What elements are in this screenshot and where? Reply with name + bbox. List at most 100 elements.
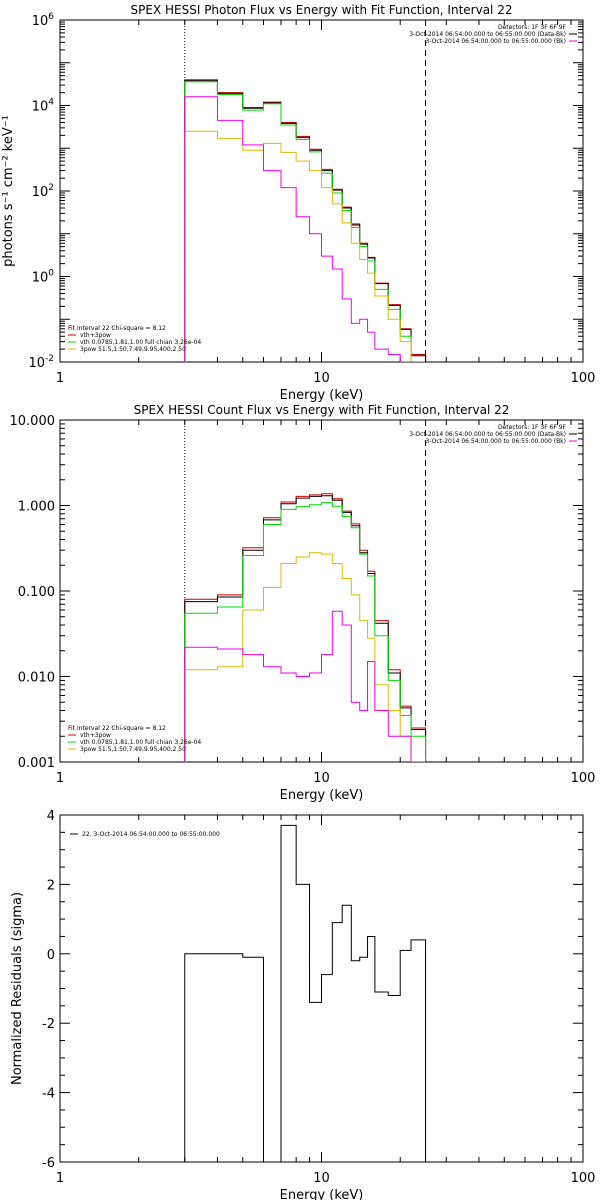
y-tick-label: 100 bbox=[32, 269, 55, 286]
series-line-total bbox=[184, 79, 427, 362]
x-tick-label: 10 bbox=[313, 1171, 330, 1186]
series-line-background bbox=[184, 610, 426, 762]
legend-label: vth 0.0785,1.81,1.00 full chian 3.26e-04 bbox=[80, 739, 201, 746]
y-axis-label: photons s⁻¹ cm⁻² keV⁻¹ bbox=[1, 115, 16, 267]
x-tick-label: 100 bbox=[571, 371, 596, 386]
y-tick-label: 102 bbox=[32, 183, 54, 200]
y-tick-label: 0.010 bbox=[18, 671, 55, 686]
info-header: Detectors: 1F 3F 6F 9F bbox=[498, 24, 567, 31]
y-ticks bbox=[60, 814, 583, 1163]
y-tick-exponent: -2 bbox=[45, 354, 54, 364]
series-line-data bbox=[184, 495, 427, 762]
legend-label: vth+3pow bbox=[80, 732, 111, 739]
info-header: Detectors: 1F 3F 6F 9F bbox=[498, 424, 567, 431]
info-label: 3-Oct-2014 06:54:00.000 to 06:55:00.000 … bbox=[426, 438, 567, 445]
series-vth bbox=[184, 81, 426, 362]
legend-label: 3pow 51.5,1.50,7.49,9.95,400,2.50 bbox=[80, 346, 186, 353]
series-vth bbox=[184, 502, 427, 762]
y-tick-base: 10 bbox=[32, 271, 49, 286]
series-data bbox=[184, 824, 427, 1162]
x-tick-label: 10 bbox=[313, 371, 330, 386]
y-tick-label: -6 bbox=[42, 1156, 55, 1171]
plot-frame bbox=[59, 19, 584, 363]
y-tick-label: 0.001 bbox=[18, 756, 55, 771]
series-line-total bbox=[184, 493, 427, 762]
info-label: 3-Oct-2014 06:54:00.000 to 06:55:00.000 … bbox=[409, 431, 566, 438]
x-tick-label: 1 bbox=[56, 1171, 64, 1186]
x-tick-label: 1 bbox=[56, 771, 64, 786]
legend-header: Fit Interval 22 Chi-square = 8.12 bbox=[68, 325, 166, 332]
y-tick-label: -4 bbox=[42, 1087, 55, 1102]
y-tick-base: 10 bbox=[28, 356, 45, 371]
info-label: 3-Oct-2014 06:54:00.000 to 06:55:00.000 … bbox=[426, 38, 567, 45]
plot-area bbox=[184, 824, 427, 1162]
y-tick-exponent: 0 bbox=[48, 269, 54, 279]
series-3pow bbox=[184, 130, 426, 362]
y-tick-label: 104 bbox=[32, 98, 55, 115]
series-line-data bbox=[184, 80, 427, 362]
legend: Fit Interval 22 Chi-square = 8.12vth+3po… bbox=[68, 725, 201, 753]
chart-panel-3: 1 10 100 -6 -4 -2 0 2 4 Energy (keV) Normalized Re… bbox=[10, 809, 596, 1203]
chart-panel-2: 1 10 100 0.001 0.010 0.100 1.000 10.000 SPEX HES… bbox=[10, 403, 596, 803]
series-line-vth bbox=[184, 502, 427, 762]
y-tick-base: 10 bbox=[32, 100, 49, 115]
y-tick-label: 10-2 bbox=[28, 354, 54, 371]
series-data bbox=[184, 495, 427, 762]
legend-label: vth+3pow bbox=[80, 332, 111, 339]
info-label: 3-Oct-2014 06:54:00.000 to 06:55:00.000 … bbox=[409, 31, 566, 38]
x-axis-label: Energy (keV) bbox=[280, 788, 364, 803]
y-tick-exponent: 2 bbox=[48, 183, 54, 193]
y-tick-label: 4 bbox=[47, 809, 55, 824]
series-background bbox=[184, 96, 426, 362]
chart-title: SPEX HESSI Count Flux vs Energy with Fit… bbox=[134, 403, 510, 417]
x-tick-label: 100 bbox=[571, 771, 596, 786]
series-line-data bbox=[184, 824, 427, 1162]
legend-label: 22. 3-Oct-2014 06:54:00.000 to 06:55:00.… bbox=[82, 831, 220, 838]
legend: Fit Interval 22 Chi-square = 8.12vth+3po… bbox=[68, 325, 201, 353]
series-line-3pow bbox=[184, 552, 426, 762]
x-ticks bbox=[59, 815, 584, 1162]
x-axis-label: Energy (keV) bbox=[280, 388, 364, 403]
plot-frame bbox=[59, 419, 584, 763]
y-tick-base: 10 bbox=[32, 185, 49, 200]
x-tick-label: 100 bbox=[571, 1171, 596, 1186]
y-ticks bbox=[60, 21, 583, 363]
y-tick-base: 10 bbox=[32, 14, 49, 29]
y-tick-exponent: 4 bbox=[48, 98, 54, 108]
x-tick-label: 1 bbox=[56, 371, 64, 386]
y-tick-exponent: 6 bbox=[48, 12, 54, 22]
y-tick-label: -2 bbox=[42, 1017, 55, 1032]
y-ticks bbox=[60, 423, 583, 763]
x-ticks bbox=[59, 420, 584, 762]
y-tick-label: 2 bbox=[47, 878, 55, 893]
y-axis-label: Normalized Residuals (sigma) bbox=[10, 892, 25, 1085]
info-legend: Detectors: 1F 3F 6F 9F3-Oct-2014 06:54:0… bbox=[409, 24, 577, 45]
x-axis-label: Energy (keV) bbox=[280, 1188, 364, 1200]
series-line-vth bbox=[184, 81, 426, 362]
legend-label: 3pow 51.5,1.50,7.49,9.95,400,2.50 bbox=[80, 746, 186, 753]
x-ticks bbox=[59, 20, 584, 362]
series-total bbox=[184, 493, 427, 762]
legend: 22. 3-Oct-2014 06:54:00.000 to 06:55:00.… bbox=[70, 831, 220, 838]
y-tick-label: 106 bbox=[32, 12, 55, 29]
series-line-background bbox=[184, 96, 426, 362]
plot-area bbox=[184, 420, 427, 762]
series-data bbox=[184, 80, 427, 362]
y-tick-label: 0.100 bbox=[18, 585, 55, 600]
legend-header: Fit Interval 22 Chi-square = 8.12 bbox=[68, 725, 166, 732]
info-legend: Detectors: 1F 3F 6F 9F3-Oct-2014 06:54:0… bbox=[409, 424, 577, 445]
x-tick-label: 10 bbox=[313, 771, 330, 786]
y-tick-label: 0 bbox=[47, 948, 55, 963]
series-line-3pow bbox=[184, 130, 426, 362]
y-tick-label: 10.000 bbox=[10, 414, 56, 429]
y-tick-label: 1.000 bbox=[18, 500, 55, 515]
series-3pow bbox=[184, 552, 426, 762]
chart-title: SPEX HESSI Photon Flux vs Energy with Fi… bbox=[131, 3, 513, 17]
series-background bbox=[184, 610, 426, 762]
series-total bbox=[184, 79, 427, 362]
plot-area bbox=[184, 20, 427, 362]
legend-label: vth 0.0785,1.81,1.00 full chian 3.26e-04 bbox=[80, 339, 201, 346]
